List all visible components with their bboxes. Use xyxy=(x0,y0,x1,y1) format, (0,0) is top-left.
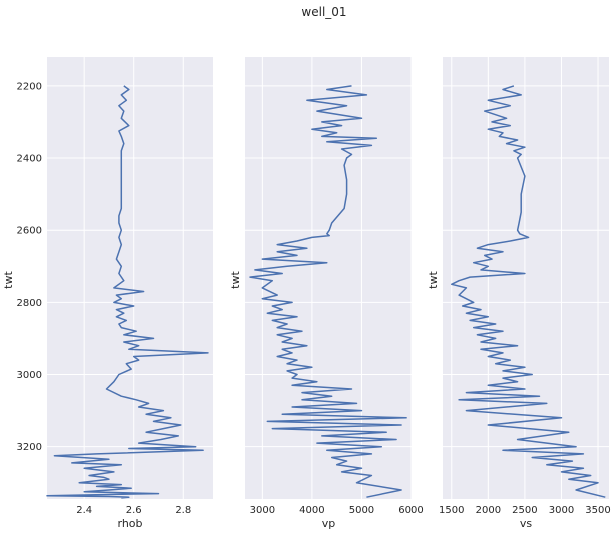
x-tick-label: 2000 xyxy=(476,505,501,516)
x-tick-label: 3000 xyxy=(549,505,574,516)
x-tick-label: 4000 xyxy=(299,505,324,516)
x-tick-label: 2.6 xyxy=(126,505,142,516)
y-tick-label: 2800 xyxy=(17,298,42,309)
y-tick-label: 2400 xyxy=(17,154,42,165)
x-tick-label: 6000 xyxy=(398,505,423,516)
x-axis-label: vs xyxy=(520,517,533,530)
panel-rhob: 2.4 2.6 2.8 2200 2400 2600 2800 3000 3200 rhob twt xyxy=(2,57,213,530)
panel-vs: 1500 2000 2500 3000 3500 vs twt xyxy=(427,57,611,530)
x-tick-label: 3500 xyxy=(585,505,610,516)
x-axis-label: vp xyxy=(322,517,336,530)
series-line-vs xyxy=(451,85,606,498)
x-axis-label: rhob xyxy=(117,517,142,530)
y-tick-label: 2200 xyxy=(17,81,42,92)
figure-title: well_01 xyxy=(301,5,346,19)
panel-vp: 3000 4000 5000 6000 vp twt xyxy=(229,57,424,530)
x-tick-label: 1500 xyxy=(439,505,464,516)
y-tick-label: 2600 xyxy=(17,226,42,237)
plot-area xyxy=(443,57,609,499)
y-tick-label: 3200 xyxy=(17,442,42,453)
x-tick-label: 3000 xyxy=(250,505,275,516)
x-tick-label: 2500 xyxy=(512,505,537,516)
y-tick-label: 3000 xyxy=(17,370,42,381)
x-tick-label: 2.8 xyxy=(175,505,191,516)
series-line-rhob xyxy=(46,85,209,499)
y-axis-label: twt xyxy=(2,271,15,289)
x-tick-label: 2.4 xyxy=(76,505,92,516)
y-axis-label: twt xyxy=(229,271,242,289)
plot-area xyxy=(47,57,213,499)
series-line-vp xyxy=(249,85,407,498)
x-tick-label: 5000 xyxy=(349,505,374,516)
y-axis-label: twt xyxy=(427,271,440,289)
